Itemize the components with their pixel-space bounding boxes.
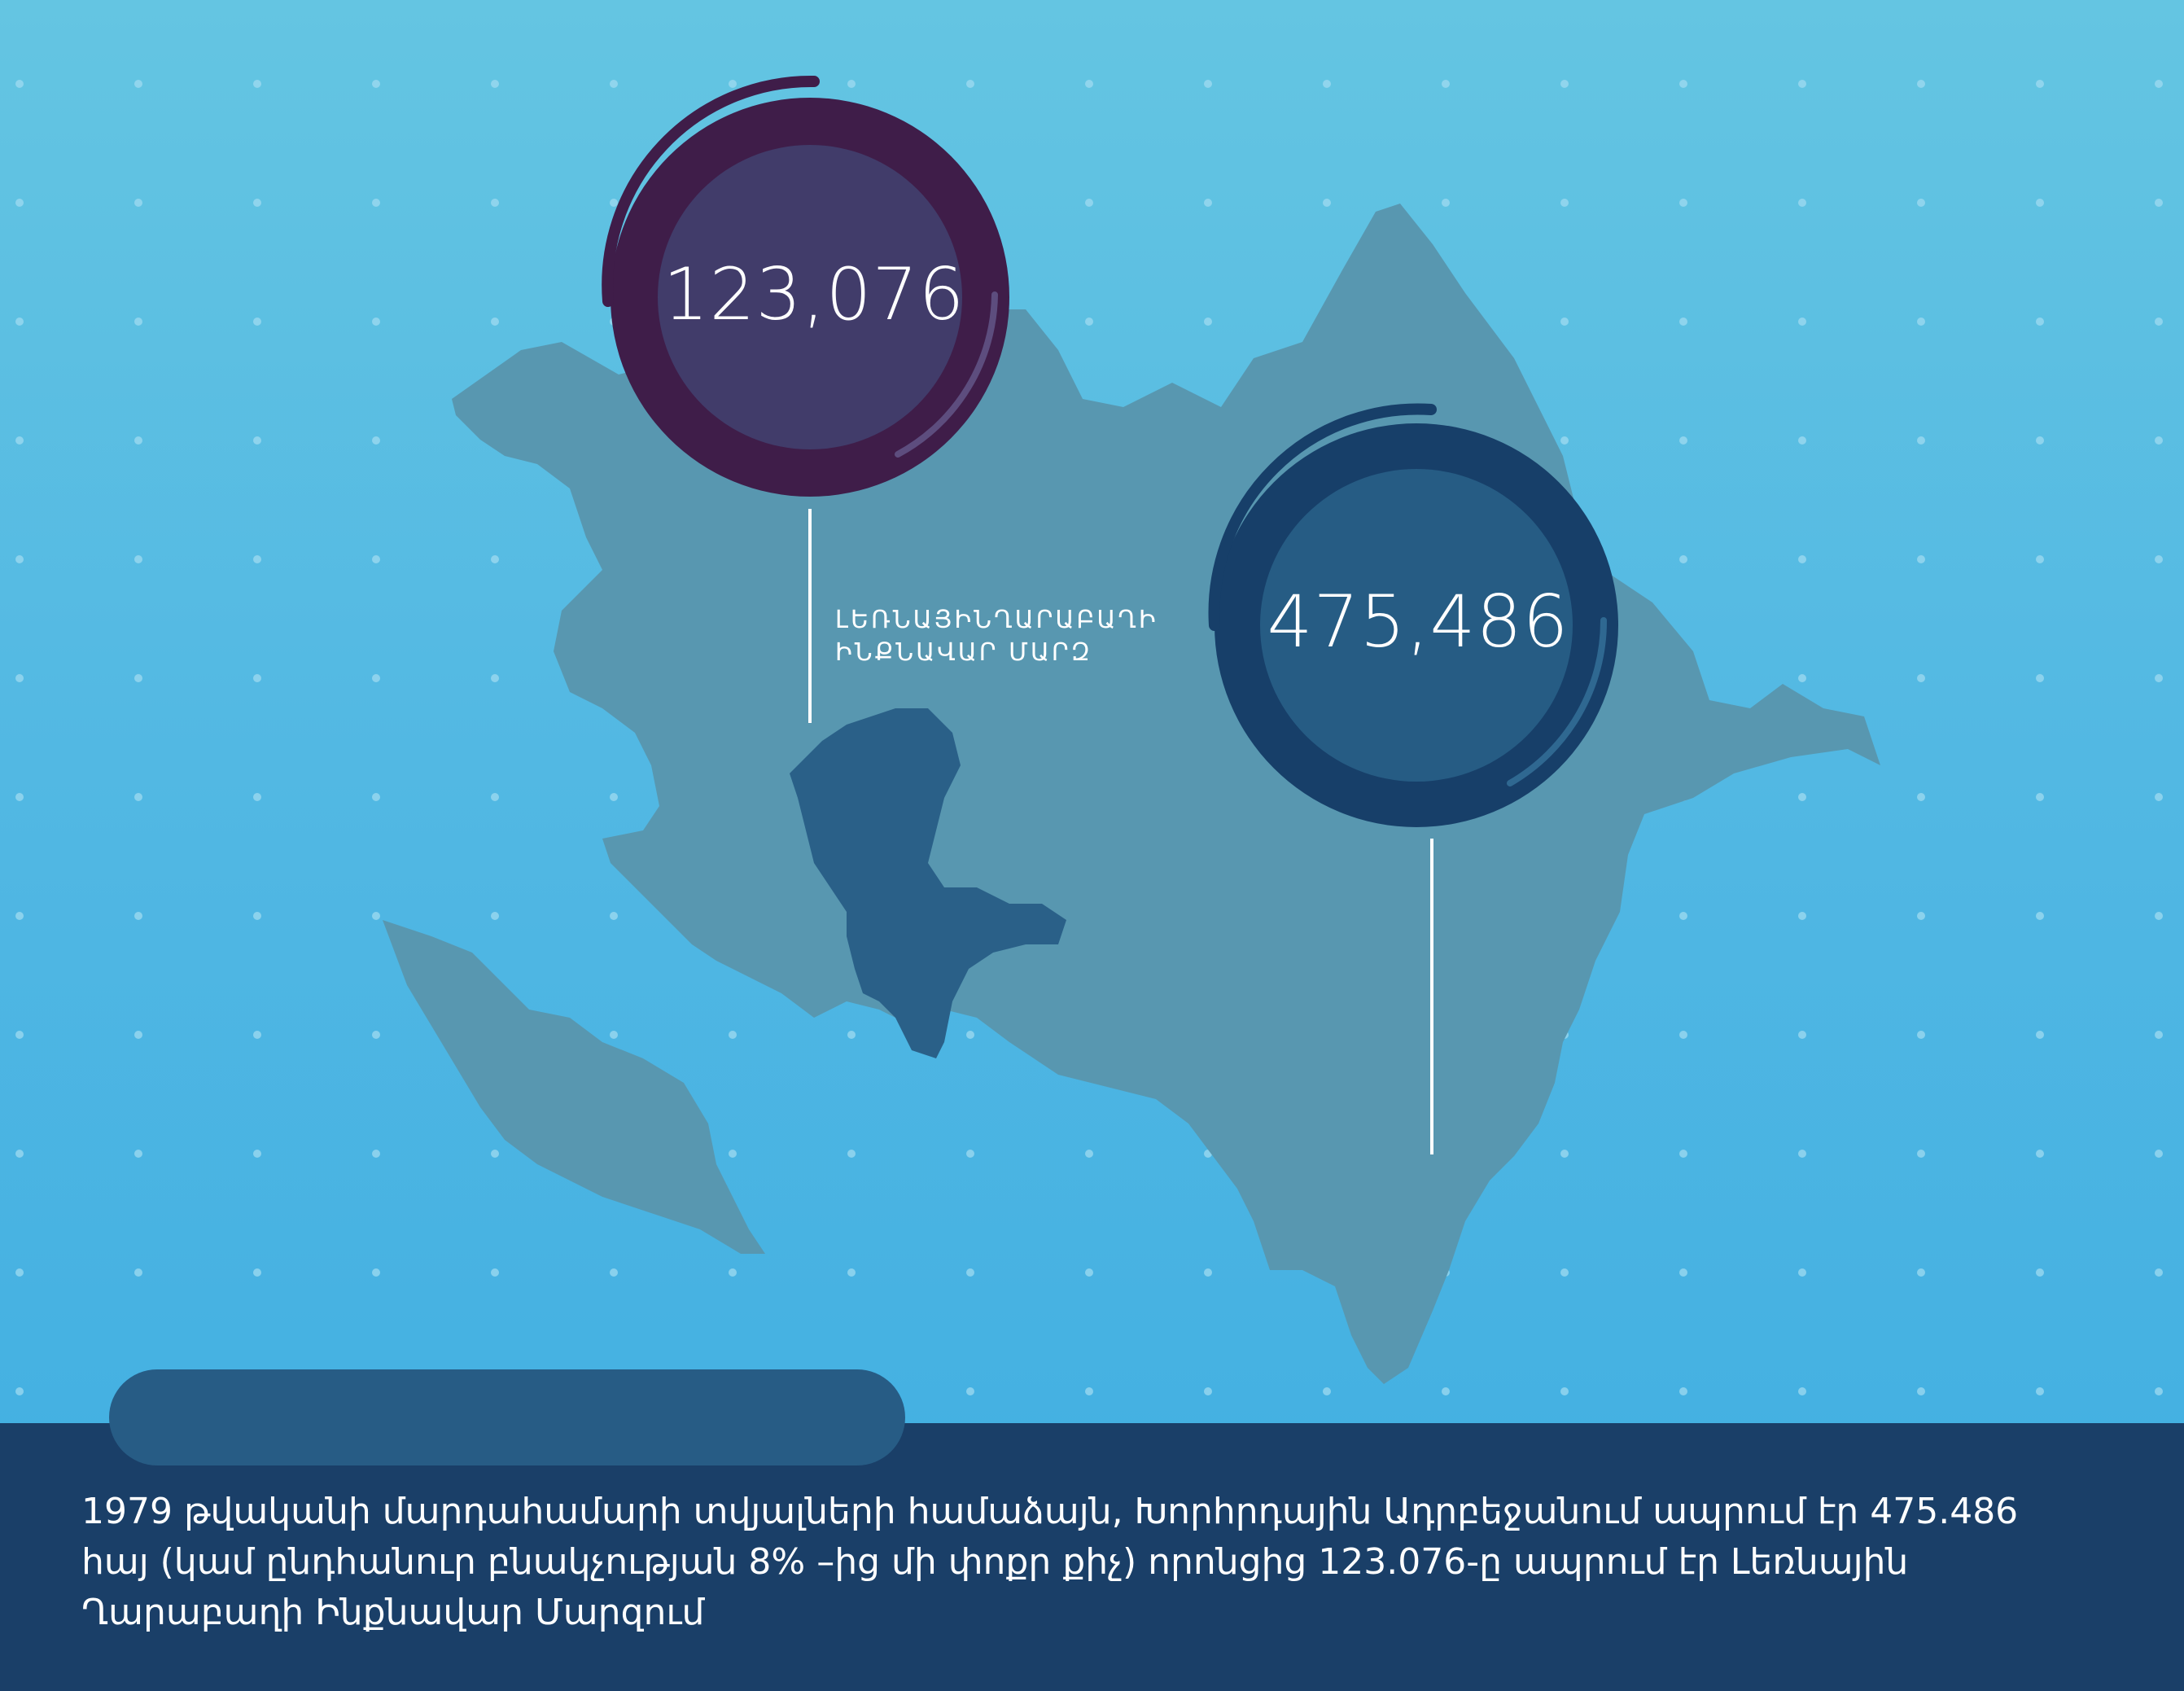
- region-label-line1: ԼԵՌՆԱՅԻՆՂԱՐԱԲԱՂԻ: [835, 606, 1158, 634]
- azerbaijan-stat-circle: [1208, 403, 1618, 827]
- region-label-line2: ԻՆՔՆԱՎԱՐ ՄԱՐԶ: [835, 638, 1092, 667]
- caption-line2: հայ (կամ ընդհանուր բնակչության 8% –ից մի…: [81, 1541, 1909, 1583]
- caption-band: [0, 1423, 2184, 1691]
- nkao-region-label: ԼԵՌՆԱՅԻՆՂԱՐԱԲԱՂԻ ԻՆՔՆԱՎԱՐ ՄԱՐԶ: [835, 604, 1158, 669]
- nakhchivan-exclave: [383, 920, 765, 1254]
- azerbaijan-armenians-value: 475,486: [1267, 580, 1569, 664]
- nkao-stat-circle: [602, 75, 1009, 497]
- nkao-region: [790, 708, 1066, 1058]
- caption-line1: 1979 թվականի մարդահամարի տվյալների համաձ…: [81, 1491, 2019, 1532]
- nkao-population-value: 123,076: [663, 252, 965, 336]
- caption-line3: Ղարաբաղի Ինքնավար Մարզում: [81, 1592, 705, 1633]
- title-pill: [109, 1369, 905, 1465]
- caption-text: 1979 թվականի մարդահամարի տվյալների համաձ…: [81, 1487, 2133, 1638]
